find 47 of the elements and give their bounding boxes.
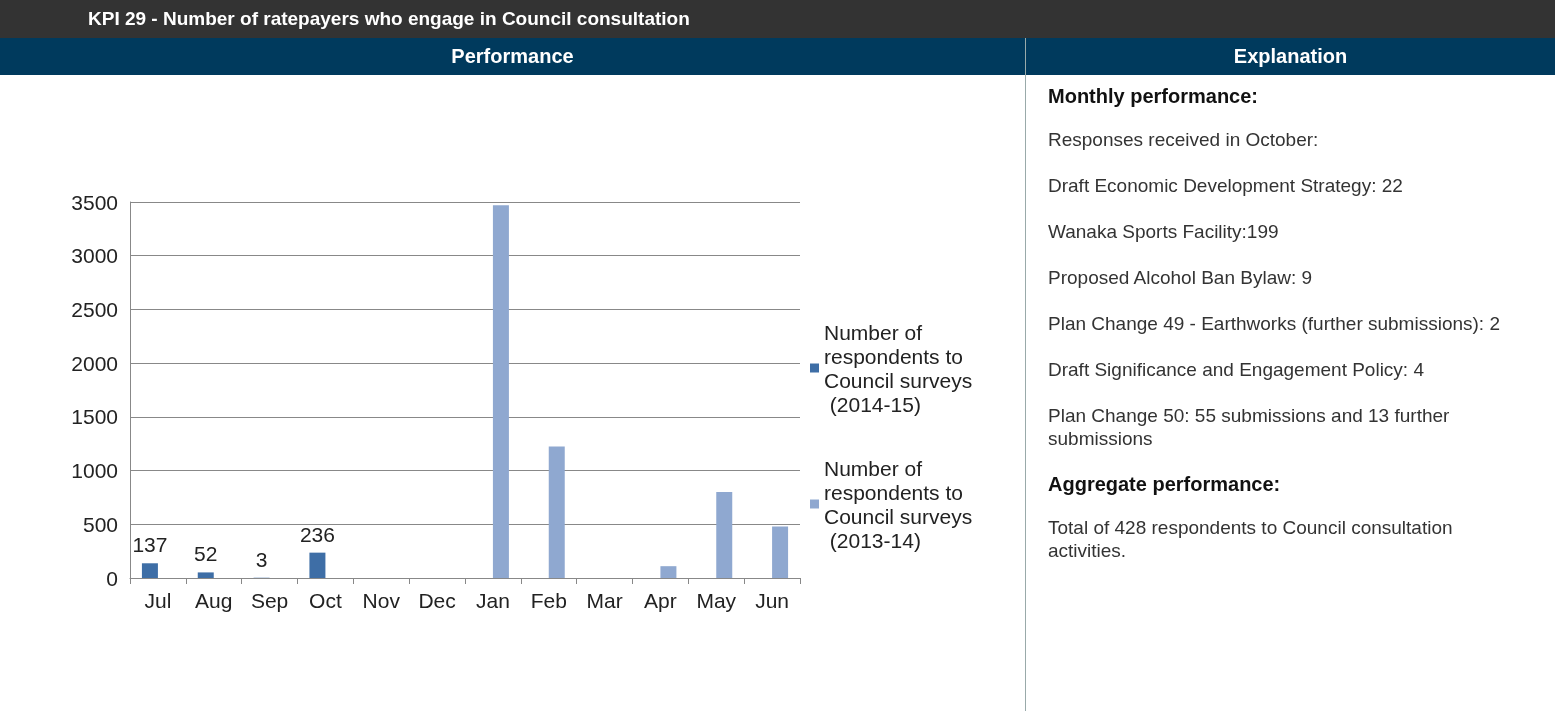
- bar: [660, 566, 677, 578]
- y-tick-label: 1500: [71, 405, 118, 429]
- y-tick-label: 2500: [71, 297, 118, 321]
- bar: [492, 205, 509, 578]
- data-label: 236: [299, 522, 335, 546]
- bar: [548, 446, 565, 578]
- x-tick-label: Oct: [309, 589, 342, 612]
- text: Draft Economic Development Strategy: 22: [1048, 174, 1404, 197]
- y-tick-label: 1000: [71, 459, 118, 483]
- x-tick-label: Sep: [250, 589, 289, 612]
- legend-label: Number of respondents to Council surveys (2014-15): [824, 320, 973, 416]
- bar: [309, 552, 326, 578]
- bar: [141, 563, 158, 578]
- x-tick-label: Jan: [475, 589, 510, 612]
- bar: [772, 526, 789, 578]
- text: Plan Change 49 - Earthworks (further submissions): 2: [1048, 312, 1501, 335]
- text: Aggregate performance:: [1048, 473, 1282, 496]
- chart-subtitle: Performance: [450, 44, 575, 69]
- y-tick-label: 2000: [71, 351, 118, 375]
- data-label: 137: [132, 533, 168, 557]
- text: Total of 428 respondents to Council consultation activities.: [1048, 516, 1454, 562]
- text: Responses received in October:: [1048, 128, 1320, 151]
- text: Draft Significance and Engagement Policy: 4: [1048, 358, 1425, 381]
- y-tick-label: 500: [82, 512, 118, 536]
- x-tick-label: May: [696, 589, 737, 612]
- y-tick-label: 3000: [71, 244, 118, 268]
- bar: [197, 572, 214, 578]
- y-tick-label: 0: [106, 566, 118, 590]
- legend-label: Number of respondents to Council surveys (2013-14): [824, 456, 973, 552]
- x-tick-label: Apr: [644, 589, 677, 612]
- x-tick-label: Aug: [195, 589, 233, 612]
- y-tick-label: 3500: [71, 190, 118, 214]
- data-label: 52: [194, 542, 218, 566]
- bar: [716, 492, 733, 578]
- text: Plan Change 50: 55 submissions and 13 further submissions: [1048, 404, 1451, 450]
- text: Proposed Alcohol Ban Bylaw: 9: [1048, 266, 1314, 289]
- text: Monthly performance:: [1048, 85, 1260, 108]
- x-tick-label: Feb: [530, 589, 567, 612]
- text: Wanaka Sports Facility:199: [1048, 220, 1280, 243]
- x-tick-label: Dec: [418, 589, 456, 612]
- data-label: 3: [255, 547, 268, 571]
- x-tick-label: Mar: [586, 589, 623, 612]
- x-tick-label: Nov: [362, 589, 401, 612]
- x-tick-label: Jun: [755, 589, 790, 612]
- text: Explanation: [1232, 44, 1349, 69]
- chart-title: KPI 29 - Number of ratepayers who engage in Council consultation: [0, 0, 1555, 38]
- x-tick-label: Jul: [144, 589, 172, 612]
